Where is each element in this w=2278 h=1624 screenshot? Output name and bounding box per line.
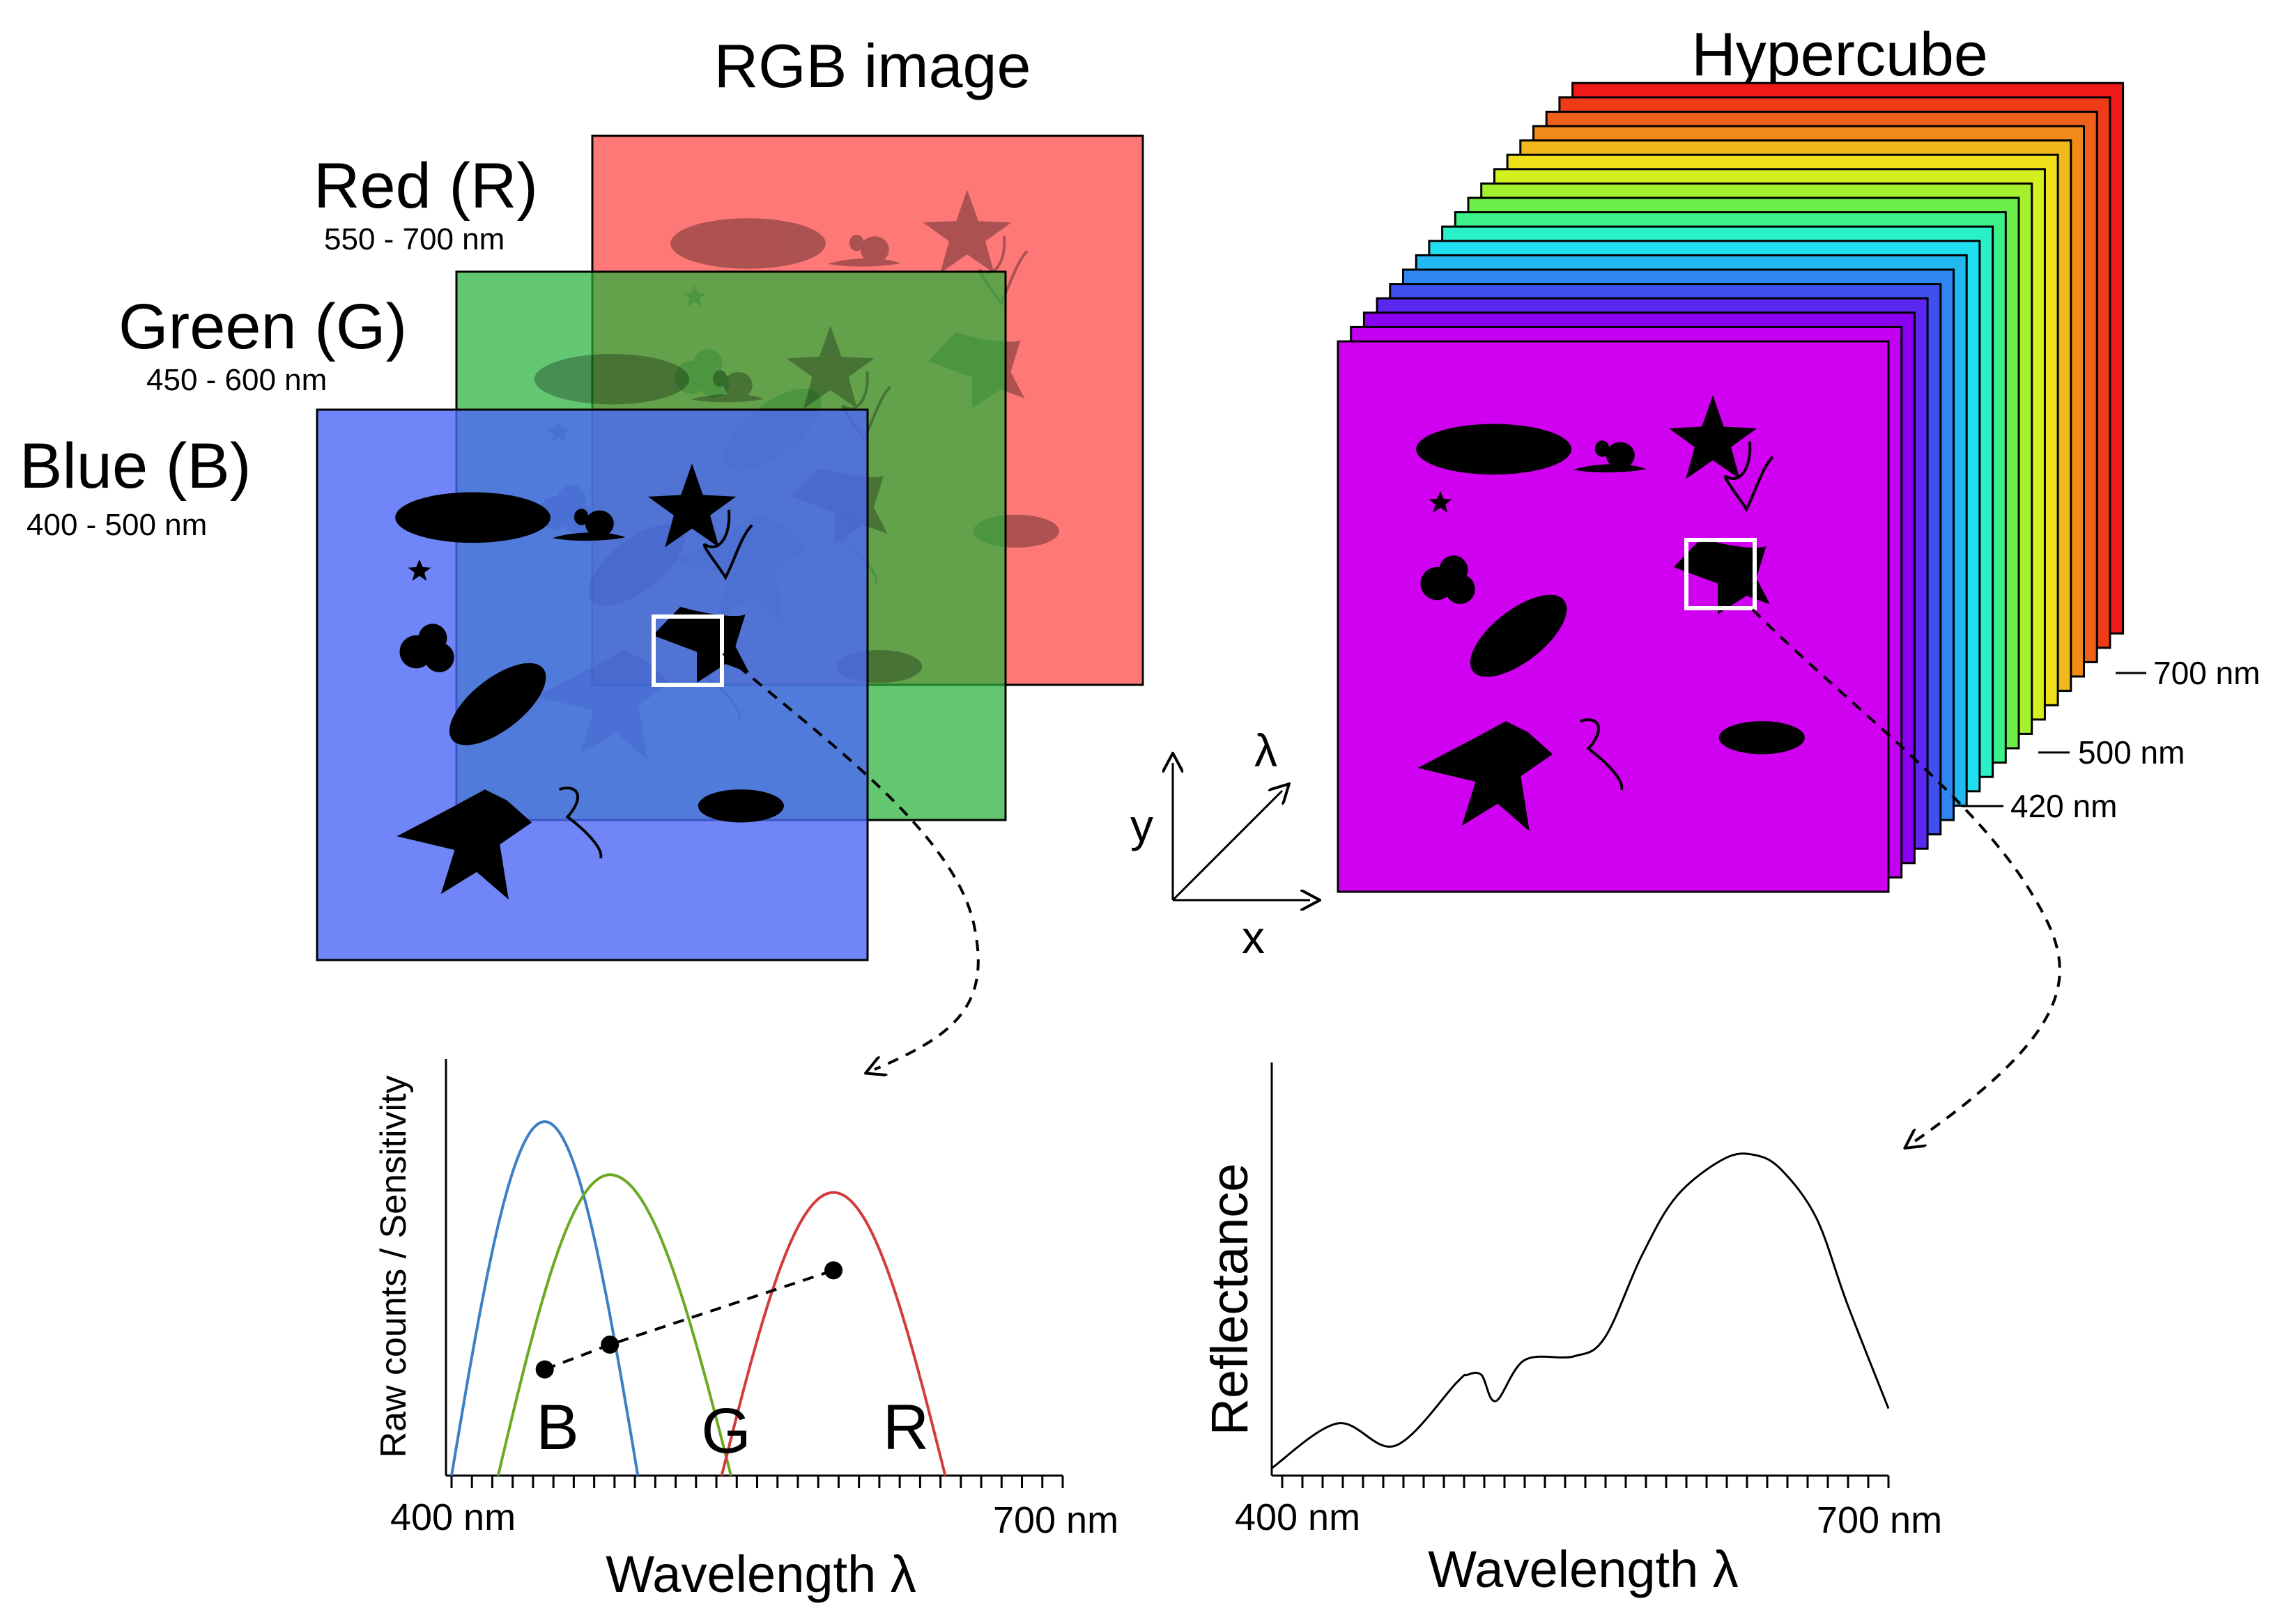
selected-pixel-box-hyper bbox=[1684, 538, 1757, 610]
selected-pixel-box-rgb bbox=[652, 614, 724, 687]
axis-lambda-label: λ bbox=[1254, 725, 1277, 776]
rgb-pixel-connector bbox=[722, 652, 980, 1069]
rgb-chart-tick-max: 700 nm bbox=[993, 1499, 1118, 1541]
curve-letter-b: B bbox=[536, 1392, 578, 1463]
rgb-sensitivity-chart: Raw counts / Sensitivity Wavelength λ 40… bbox=[374, 1059, 1118, 1603]
rgb-chart-ylabel: Raw counts / Sensitivity bbox=[374, 1075, 414, 1457]
hypercube-title: Hypercube bbox=[1691, 20, 1988, 88]
band-label-420: 420 nm bbox=[2010, 788, 2117, 824]
blue-channel-label: Blue (B) bbox=[20, 431, 251, 502]
sensitivity-curve-b bbox=[450, 1120, 640, 1476]
rgb-chart-tick-min: 400 nm bbox=[390, 1497, 516, 1538]
sensitivity-curve-r bbox=[720, 1191, 947, 1476]
axis-y-label: y bbox=[1130, 800, 1153, 851]
curve-letter-r: R bbox=[883, 1392, 929, 1463]
band-label-700: 700 nm bbox=[2153, 655, 2260, 691]
blue-channel-plane bbox=[316, 408, 869, 961]
axis-x-label: x bbox=[1242, 911, 1265, 963]
red-channel-label: Red (R) bbox=[314, 150, 538, 222]
band-label-500: 500 nm bbox=[2078, 734, 2185, 771]
reflectance-chart: Reflectance Wavelength λ 400 nm 700 nm bbox=[1201, 1062, 1942, 1598]
raw-count-point-b bbox=[535, 1360, 554, 1379]
reflectance-curve bbox=[1271, 1152, 1890, 1469]
raw-count-point-r bbox=[824, 1261, 843, 1280]
rgb-chart-xlabel: Wavelength λ bbox=[606, 1545, 916, 1603]
green-channel-range: 450 - 600 nm bbox=[146, 363, 327, 397]
hypercube-front-plane bbox=[1337, 340, 1890, 893]
rgb-image-title: RGB image bbox=[714, 31, 1031, 100]
blue-channel-range: 400 - 500 nm bbox=[26, 508, 207, 542]
reflectance-chart-ylabel: Reflectance bbox=[1201, 1163, 1259, 1436]
rgb-chart-ticks bbox=[450, 1476, 1064, 1488]
green-channel-label: Green (G) bbox=[118, 291, 407, 362]
raw-counts-line bbox=[544, 1269, 834, 1371]
reflectance-chart-xlabel: Wavelength λ bbox=[1428, 1540, 1739, 1598]
reflectance-chart-tick-max: 700 nm bbox=[1817, 1499, 1942, 1541]
axes-3d bbox=[1173, 763, 1310, 900]
sensitivity-curve-g bbox=[496, 1173, 732, 1476]
reflectance-chart-ticks bbox=[1281, 1476, 1890, 1488]
reflectance-chart-tick-min: 400 nm bbox=[1235, 1497, 1360, 1538]
red-channel-range: 550 - 700 nm bbox=[324, 222, 505, 256]
raw-count-point-g bbox=[601, 1336, 619, 1354]
curve-letter-g: G bbox=[701, 1395, 751, 1467]
